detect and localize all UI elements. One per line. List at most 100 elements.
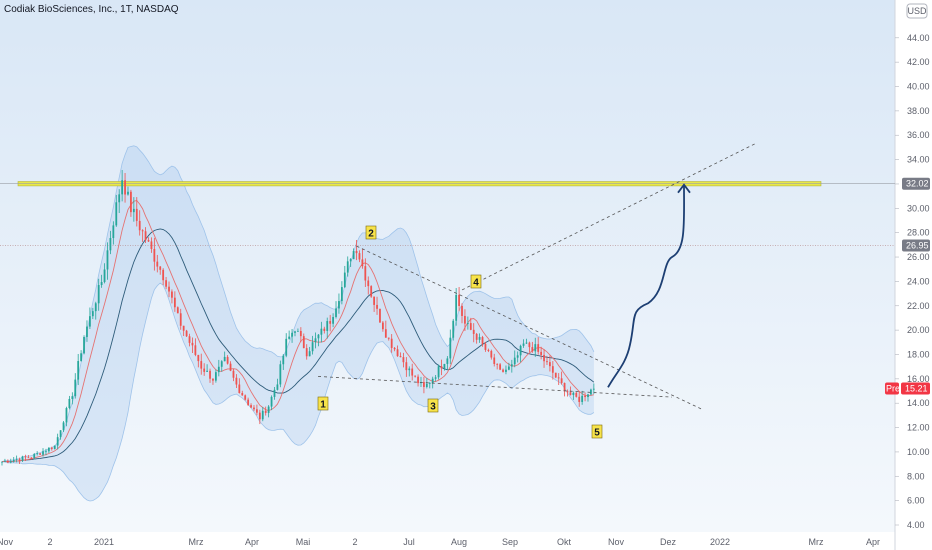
level-tag: 26.95 bbox=[902, 239, 930, 252]
candle-body bbox=[182, 325, 185, 331]
candle bbox=[449, 329, 452, 365]
candle bbox=[560, 371, 563, 385]
candle bbox=[223, 351, 226, 362]
candle bbox=[522, 339, 525, 348]
candle-body bbox=[4, 460, 6, 462]
candle-body bbox=[569, 392, 572, 395]
candle bbox=[176, 306, 179, 314]
candle-body bbox=[584, 395, 586, 398]
candle bbox=[314, 332, 317, 349]
candle bbox=[364, 258, 367, 288]
candle-body bbox=[440, 366, 443, 369]
candle-body bbox=[12, 459, 15, 462]
candle bbox=[484, 341, 487, 352]
candle bbox=[15, 455, 18, 463]
candle bbox=[83, 335, 85, 355]
x-tick-label: Dez bbox=[660, 537, 677, 547]
candle-body bbox=[302, 336, 305, 349]
price-prefix-box bbox=[885, 382, 899, 395]
candle-body bbox=[335, 308, 337, 317]
x-tick-label: Okt bbox=[557, 537, 572, 547]
candle-body bbox=[185, 330, 188, 337]
candle-body bbox=[279, 364, 282, 385]
candle-body bbox=[223, 356, 226, 362]
y-tick-label: 8.00 bbox=[907, 471, 925, 481]
candle-body bbox=[176, 307, 179, 314]
candle-body bbox=[572, 392, 575, 395]
candle-body bbox=[109, 238, 112, 251]
candle bbox=[317, 333, 320, 347]
candle-body bbox=[229, 363, 232, 371]
candle-body bbox=[592, 388, 595, 390]
candle-body bbox=[478, 337, 481, 340]
candle-body bbox=[214, 372, 217, 381]
candle-body bbox=[270, 396, 273, 407]
candle-body bbox=[217, 366, 220, 373]
candle bbox=[159, 265, 162, 275]
candle-body bbox=[80, 353, 83, 362]
candle-body bbox=[83, 336, 85, 354]
candle-body bbox=[173, 297, 176, 308]
candle bbox=[487, 348, 490, 353]
candle-body bbox=[282, 355, 285, 365]
y-tick-label: 16.00 bbox=[907, 374, 930, 384]
candle-body bbox=[30, 457, 33, 459]
y-tick-label: 22.00 bbox=[907, 301, 930, 311]
candle bbox=[305, 344, 308, 360]
candle bbox=[132, 197, 135, 222]
candle bbox=[256, 404, 258, 416]
candle-body bbox=[546, 361, 548, 363]
price-value-box bbox=[901, 382, 930, 395]
candle-body bbox=[97, 285, 100, 304]
candle bbox=[168, 281, 170, 298]
candle-body bbox=[45, 451, 47, 453]
y-tick-label: 12.00 bbox=[907, 423, 930, 433]
candle bbox=[302, 333, 305, 349]
rising-trendline bbox=[461, 143, 756, 291]
y-tick-label: 20.00 bbox=[907, 325, 930, 335]
candle-body bbox=[220, 361, 223, 367]
candle-body bbox=[27, 457, 30, 459]
candle bbox=[584, 392, 586, 402]
candle bbox=[516, 351, 519, 363]
arrow-head bbox=[677, 183, 691, 194]
candle bbox=[540, 346, 543, 360]
candle bbox=[86, 320, 88, 342]
bollinger-upper bbox=[1, 145, 595, 463]
candle bbox=[387, 337, 390, 341]
candle bbox=[499, 363, 501, 371]
level-tag-label: 26.95 bbox=[906, 240, 929, 250]
candle bbox=[458, 286, 460, 312]
moving-average-fast bbox=[1, 200, 595, 463]
candle-body bbox=[417, 376, 419, 384]
candle bbox=[590, 388, 592, 396]
candle bbox=[475, 332, 478, 344]
y-tick-label: 30.00 bbox=[907, 203, 930, 213]
candle-body bbox=[537, 344, 540, 352]
candle bbox=[496, 363, 499, 370]
candle-body bbox=[50, 447, 53, 449]
candle bbox=[165, 277, 167, 290]
candle bbox=[106, 242, 109, 280]
candle-body bbox=[484, 343, 487, 350]
candle bbox=[6, 459, 9, 464]
y-tick-label: 10.00 bbox=[907, 447, 930, 457]
candle-body bbox=[264, 410, 267, 413]
candle bbox=[171, 289, 173, 304]
candle-body bbox=[405, 362, 408, 371]
candle bbox=[65, 406, 68, 427]
candle bbox=[505, 365, 507, 375]
x-tick-label: Jul bbox=[403, 537, 415, 547]
candle-body bbox=[244, 395, 247, 400]
y-tick-label: 14.00 bbox=[907, 398, 930, 408]
candle-body bbox=[361, 259, 364, 267]
candle bbox=[525, 338, 528, 345]
candle-body bbox=[91, 311, 94, 317]
candle-body bbox=[21, 456, 24, 461]
candle-body bbox=[194, 345, 197, 355]
currency-button[interactable]: USD bbox=[906, 3, 928, 19]
y-tick-label: 44.00 bbox=[907, 33, 930, 43]
price-axis-background bbox=[895, 0, 932, 550]
candle-body bbox=[502, 369, 504, 372]
